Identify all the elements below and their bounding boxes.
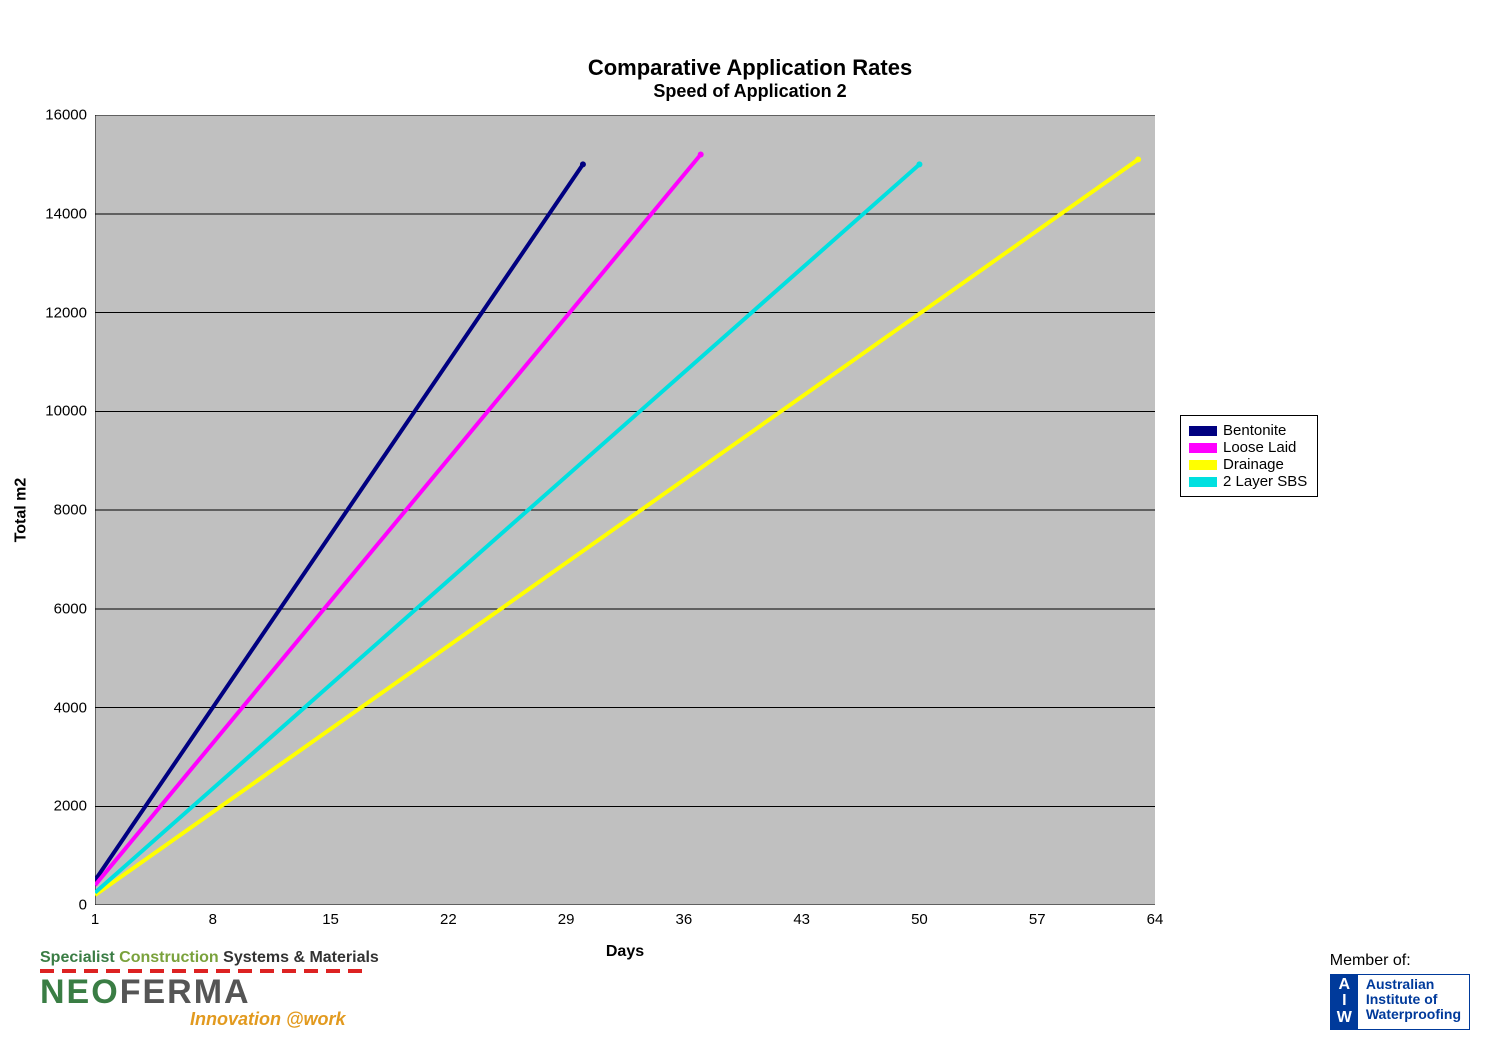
legend-swatch <box>1189 477 1217 487</box>
y-axis-label: Total m2 <box>12 478 30 543</box>
headline-word: Specialist <box>40 949 115 966</box>
page: Comparative Application Rates Speed of A… <box>0 0 1500 1050</box>
aiw-abbrev: AIW <box>1331 975 1358 1029</box>
brand-part-2: FERMA <box>120 973 251 1011</box>
legend-swatch <box>1189 426 1217 436</box>
legend-item: Loose Laid <box>1189 439 1307 456</box>
legend-swatch <box>1189 460 1217 470</box>
headline-word: Systems <box>223 949 289 966</box>
y-tick-label: 6000 <box>54 600 95 617</box>
chart-titles: Comparative Application Rates Speed of A… <box>0 55 1500 102</box>
y-tick-label: 4000 <box>54 699 95 716</box>
aiw-abbrev-letter: W <box>1337 1010 1352 1027</box>
x-tick-label: 43 <box>793 905 810 928</box>
x-tick-label: 36 <box>676 905 693 928</box>
brand-tagline: Innovation @work <box>190 1009 379 1030</box>
legend-label: 2 Layer SBS <box>1223 473 1307 490</box>
headline-word: Materials <box>309 949 378 966</box>
x-tick-label: 50 <box>911 905 928 928</box>
legend-item: 2 Layer SBS <box>1189 473 1307 490</box>
brand-logo-text: NEOFERMA <box>40 975 379 1009</box>
legend-label: Drainage <box>1223 456 1284 473</box>
aiw-abbrev-letter: I <box>1337 993 1352 1010</box>
headline-word: & <box>293 949 305 966</box>
brand-part-1: NEO <box>40 973 120 1011</box>
y-tick-label: 14000 <box>45 205 95 222</box>
x-tick-label: 15 <box>322 905 339 928</box>
aiw-org-name: AustralianInstitute ofWaterproofing <box>1358 975 1469 1029</box>
aiw-org-line: Waterproofing <box>1366 1007 1461 1022</box>
y-tick-label: 16000 <box>45 107 95 124</box>
y-tick-label: 8000 <box>54 502 95 519</box>
footer-left: Specialist Construction Systems & Materi… <box>40 949 379 1030</box>
legend-item: Bentonite <box>1189 422 1307 439</box>
x-tick-label: 22 <box>440 905 457 928</box>
chart-legend: BentoniteLoose LaidDrainage2 Layer SBS <box>1180 415 1318 497</box>
aiw-org-line: Institute of <box>1366 992 1461 1007</box>
x-tick-label: 29 <box>558 905 575 928</box>
y-tick-label: 10000 <box>45 403 95 420</box>
chart-title: Comparative Application Rates <box>0 55 1500 81</box>
aiw-badge: AIW AustralianInstitute ofWaterproofing <box>1330 974 1470 1030</box>
x-tick-label: 57 <box>1029 905 1046 928</box>
y-axis-label-wrap: Total m2 <box>6 115 36 905</box>
legend-swatch <box>1189 443 1217 453</box>
aiw-abbrev-letter: A <box>1337 977 1352 994</box>
x-tick-label: 8 <box>209 905 217 928</box>
chart-svg <box>95 115 1155 905</box>
company-headline: Specialist Construction Systems & Materi… <box>40 949 379 967</box>
x-tick-label: 64 <box>1147 905 1164 928</box>
member-of-label: Member of: <box>1330 952 1470 970</box>
headline-word: Construction <box>119 949 219 966</box>
y-tick-label: 2000 <box>54 798 95 815</box>
chart-plot-area: 0200040006000800010000120001400016000 18… <box>95 115 1155 905</box>
aiw-org-line: Australian <box>1366 977 1461 992</box>
legend-label: Bentonite <box>1223 422 1286 439</box>
legend-item: Drainage <box>1189 456 1307 473</box>
legend-label: Loose Laid <box>1223 439 1296 456</box>
chart-subtitle: Speed of Application 2 <box>0 81 1500 102</box>
y-tick-label: 12000 <box>45 304 95 321</box>
x-tick-label: 1 <box>91 905 99 928</box>
footer-right: Member of: AIW AustralianInstitute ofWat… <box>1330 952 1470 1030</box>
